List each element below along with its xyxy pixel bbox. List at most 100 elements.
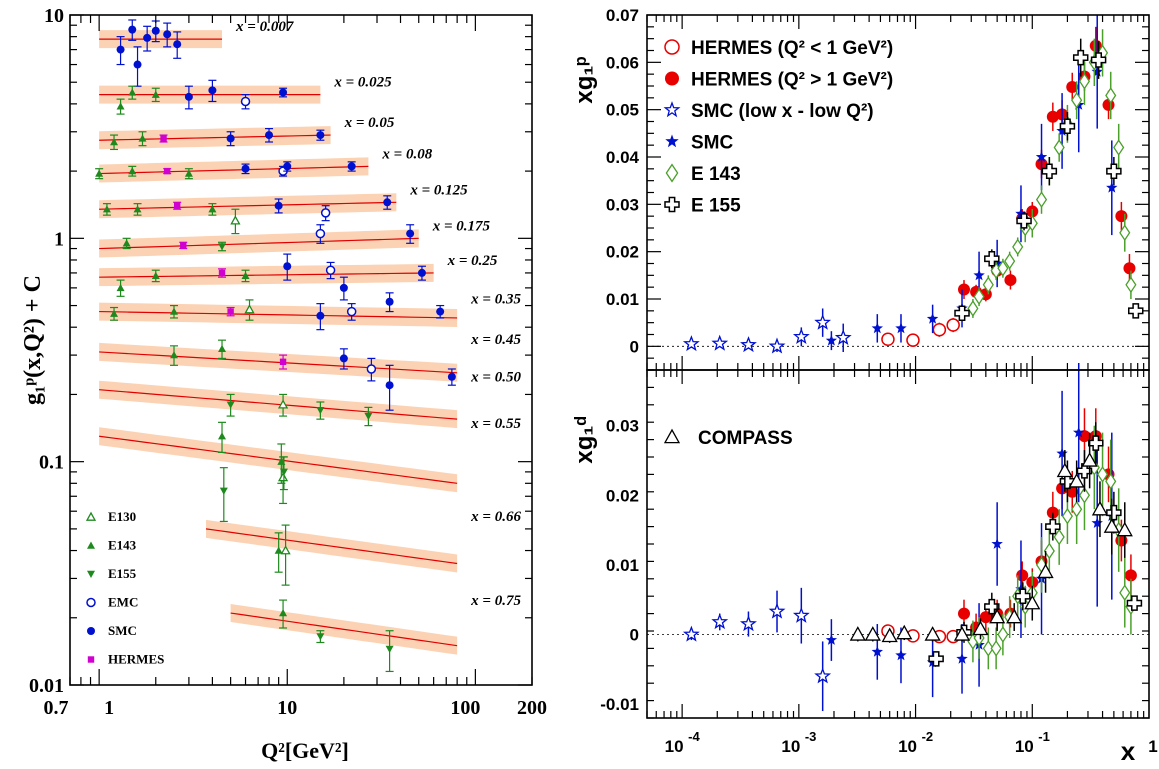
data-point-e155 xyxy=(364,412,373,421)
data-point-compass xyxy=(1037,563,1054,579)
top-right-legend: HERMES (Q² < 1 GeV²) HERMES (Q² > 1 GeV²)… xyxy=(663,38,893,217)
data-point-smc xyxy=(447,372,456,381)
y-tick-label: -0.01 xyxy=(600,695,639,714)
data-point-hermes-q-1-gev xyxy=(932,323,947,337)
legend-label-e155: E155 xyxy=(108,566,137,581)
y-tick-label: 0.07 xyxy=(606,6,639,25)
data-point-e-143 xyxy=(982,276,994,294)
y-tick-label: 0.03 xyxy=(606,195,639,214)
data-point-e130 xyxy=(244,304,255,314)
data-point-emc xyxy=(240,96,251,107)
x-tick-label: 10 xyxy=(898,737,917,756)
data-point-e-143 xyxy=(1012,238,1024,256)
legend-marker-smc xyxy=(665,134,679,148)
data-point-compass xyxy=(849,626,866,641)
data-point-smc xyxy=(1091,517,1103,528)
data-point-e143 xyxy=(151,90,160,98)
data-point-smc xyxy=(1073,426,1085,438)
data-point-hermes-q-1-gev xyxy=(1004,274,1017,287)
data-point-e143 xyxy=(102,205,111,213)
data-point-e143 xyxy=(208,205,217,213)
bottom-right-x-axis-label: x xyxy=(1121,736,1136,766)
legend-label-hermes-q-1-gev: HERMES (Q² < 1 GeV²) xyxy=(691,38,893,59)
data-point-hermes-q-1-gev xyxy=(1123,262,1136,275)
data-point-e143 xyxy=(274,546,283,554)
data-point-e-155 xyxy=(1016,213,1032,229)
data-point-e-155 xyxy=(1059,473,1076,490)
data-point-smc xyxy=(1091,65,1103,77)
data-point-smc xyxy=(991,257,1003,269)
data-point-smc xyxy=(265,131,274,140)
x-tick-label: 10 xyxy=(781,737,800,756)
y-tick-label: 0.01 xyxy=(606,556,639,575)
x-tick-label: 1 xyxy=(104,697,114,719)
legend-label-e-155: E 155 xyxy=(691,196,741,217)
data-point-smc xyxy=(283,262,292,271)
left-data-points xyxy=(95,19,456,673)
data-point-smc xyxy=(339,354,348,363)
data-point-smc xyxy=(116,45,125,54)
data-point-e-155 xyxy=(1059,118,1076,134)
data-point-smc xyxy=(151,26,160,35)
y-tick-label: 10 xyxy=(44,5,64,27)
data-point-e-155 xyxy=(1106,163,1122,179)
data-point-compass xyxy=(1056,462,1073,478)
data-point-smc xyxy=(926,312,939,324)
data-point-hermes-q-1-gev xyxy=(1046,110,1059,123)
data-point-e143 xyxy=(169,307,178,315)
data-point-compass xyxy=(989,608,1006,624)
data-point-smc xyxy=(406,229,415,238)
data-point-e155 xyxy=(279,468,288,476)
y-tick-label: 0.01 xyxy=(606,290,639,309)
data-point-smc xyxy=(279,88,288,97)
data-point-e-143 xyxy=(1071,500,1083,518)
legend-label-hermes: HERMES xyxy=(108,652,164,667)
data-point-emc xyxy=(315,228,326,239)
data-point-e130 xyxy=(277,472,289,482)
data-point-e143 xyxy=(218,344,227,353)
data-point-smc xyxy=(1056,447,1068,459)
fit-curve xyxy=(230,612,458,647)
data-point-compass xyxy=(1024,594,1041,610)
data-point-e-143 xyxy=(1043,542,1055,560)
data-point-smc-low-x-low-q xyxy=(792,606,810,623)
x-tick-exponent: -3 xyxy=(805,729,817,744)
y-tick-label: 1 xyxy=(54,228,64,250)
y-tick-label: 0.03 xyxy=(606,417,639,436)
fit-curve xyxy=(205,528,458,565)
data-point-smc xyxy=(128,25,137,34)
fit-curve xyxy=(99,201,397,210)
data-point-smc xyxy=(339,283,348,292)
legend-marker-hermes xyxy=(87,656,95,663)
data-point-smc-low-x-low-q xyxy=(768,602,786,619)
data-point-e-143 xyxy=(982,640,994,657)
data-point-e143 xyxy=(241,271,250,279)
data-point-hermes-q-1-gev xyxy=(958,283,971,296)
data-point-smc xyxy=(825,634,838,645)
data-point-e-143 xyxy=(990,640,1002,657)
y-tick-label: 0 xyxy=(630,625,639,644)
data-point-smc xyxy=(825,334,838,346)
data-point-e-155 xyxy=(1076,463,1093,479)
data-point-smc xyxy=(274,201,283,210)
data-point-smc-low-x-low-q xyxy=(768,337,786,354)
data-point-e-143 xyxy=(973,288,985,306)
left-x-axis-label: Q²[GeV²] xyxy=(261,738,349,763)
data-point-e130 xyxy=(230,215,241,225)
data-point-hermes-q-1-gev xyxy=(1066,80,1079,93)
data-point-hermes-q-1-gev xyxy=(1124,569,1137,582)
x-tick-exponent: -1 xyxy=(1038,729,1050,744)
data-point-e143 xyxy=(138,134,147,142)
data-point-e143 xyxy=(128,88,137,96)
bin-label: x = 0.35 xyxy=(470,292,521,308)
fit-curve xyxy=(99,134,331,141)
data-point-e-143 xyxy=(1035,191,1048,208)
data-point-hermes-q-1-gev xyxy=(1078,430,1091,443)
left-fit-bands xyxy=(99,30,458,655)
bin-label: x = 0.125 xyxy=(409,182,468,198)
legend-marker-emc xyxy=(86,597,96,608)
legend-marker-smc xyxy=(87,627,95,635)
data-point-smc xyxy=(895,649,907,661)
data-point-e-143 xyxy=(1105,472,1117,490)
